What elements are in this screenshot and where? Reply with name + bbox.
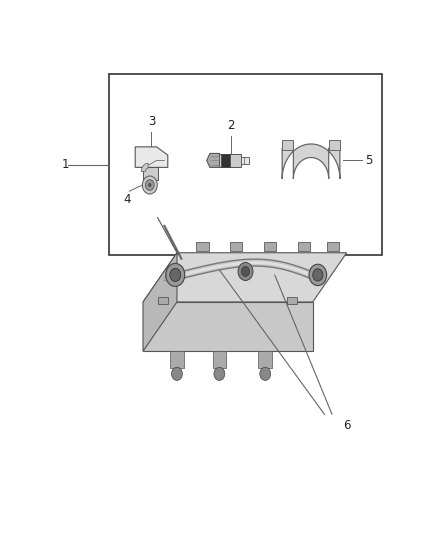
Circle shape	[214, 367, 225, 381]
Circle shape	[313, 269, 323, 281]
Bar	[230, 243, 243, 251]
Text: 1: 1	[61, 158, 69, 171]
Circle shape	[241, 266, 250, 277]
Text: 3: 3	[148, 115, 155, 128]
Text: 5: 5	[365, 154, 373, 167]
Polygon shape	[143, 253, 346, 302]
Polygon shape	[143, 253, 177, 351]
Polygon shape	[282, 144, 340, 179]
Bar	[221, 154, 230, 166]
Circle shape	[148, 183, 152, 187]
Polygon shape	[143, 302, 313, 351]
Text: 4: 4	[123, 193, 131, 206]
Bar	[298, 243, 311, 251]
Circle shape	[142, 176, 157, 194]
Bar	[264, 243, 276, 251]
Circle shape	[238, 262, 253, 280]
Bar	[282, 140, 293, 150]
Polygon shape	[207, 154, 223, 167]
Bar	[109, 74, 382, 255]
Bar	[170, 351, 184, 368]
Bar	[328, 140, 340, 150]
Bar	[158, 297, 169, 304]
Circle shape	[166, 263, 185, 286]
Bar	[241, 157, 249, 164]
Polygon shape	[143, 167, 158, 180]
Bar	[327, 243, 339, 251]
Polygon shape	[135, 147, 168, 167]
Text: 2: 2	[227, 119, 235, 133]
Circle shape	[172, 367, 182, 381]
Bar	[212, 351, 226, 368]
Polygon shape	[141, 163, 148, 172]
Circle shape	[309, 264, 327, 286]
Text: 6: 6	[343, 418, 351, 432]
Circle shape	[260, 367, 271, 381]
Circle shape	[145, 180, 154, 190]
Text: LVB: LVB	[162, 274, 178, 286]
Bar	[219, 154, 241, 166]
Bar	[258, 351, 272, 368]
Circle shape	[170, 268, 181, 281]
Bar	[196, 243, 208, 251]
Bar	[287, 297, 297, 304]
